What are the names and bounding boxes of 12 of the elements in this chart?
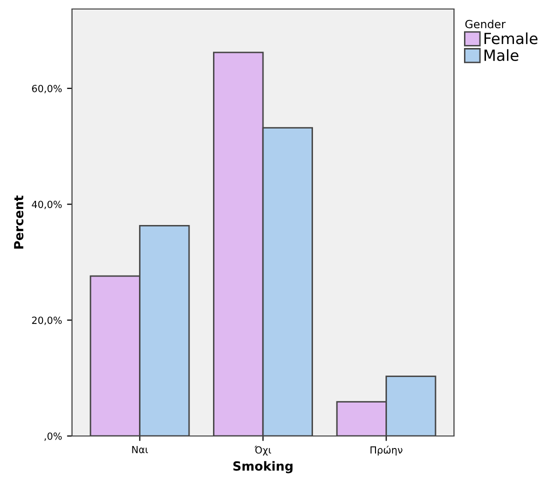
x-axis-title: Smoking <box>233 461 292 474</box>
x-tick-label: Πρώην <box>370 446 402 456</box>
x-tick-label: Ναι <box>132 446 148 454</box>
y-axis-title: Percent <box>14 196 24 249</box>
y-tick-label: 20,0% <box>32 316 62 325</box>
x-tick-label: Όχι <box>254 446 272 456</box>
y-tick-label: 40,0% <box>32 200 62 210</box>
legend-label: Female <box>484 32 538 44</box>
y-tick-label: ,0% <box>44 432 62 441</box>
legend-title: Gender <box>465 20 506 28</box>
y-tick-label: 60,0% <box>32 84 62 94</box>
legend-label: Male <box>484 49 518 62</box>
